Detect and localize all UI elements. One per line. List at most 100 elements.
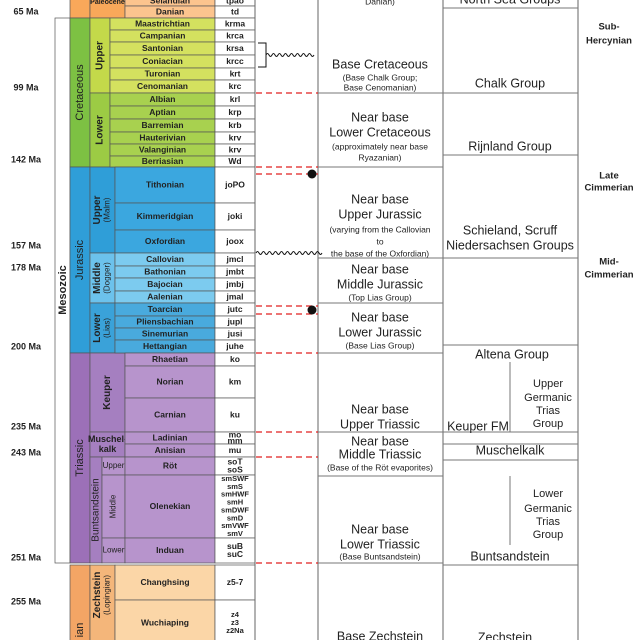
horizon-text: Near base bbox=[351, 434, 409, 448]
horizon-text: Base Zechstein bbox=[337, 629, 423, 640]
epoch-label: Lower bbox=[95, 115, 106, 145]
stage-code: krma bbox=[225, 18, 246, 28]
stage-name: Changhsing bbox=[140, 577, 189, 587]
subepoch-label: Lower bbox=[103, 546, 125, 555]
stage-name: Valanginian bbox=[139, 144, 186, 154]
tectonic-text: Hercynian bbox=[586, 36, 632, 47]
horizon-text: to bbox=[376, 236, 383, 246]
stage-code: krca bbox=[226, 30, 244, 40]
stage-name: Hettangian bbox=[143, 341, 187, 351]
group-text: Trias bbox=[536, 516, 561, 528]
stage-name: Bathonian bbox=[144, 266, 186, 276]
stage-code: joox bbox=[225, 236, 244, 246]
stage-code: smDWF bbox=[221, 505, 249, 514]
horizon-text: Base Cretaceous bbox=[332, 57, 428, 71]
horizon-text: (varying from the Callovian bbox=[329, 224, 430, 234]
epoch-label: (Lopingian) bbox=[103, 575, 112, 615]
stage-code: mu bbox=[229, 445, 242, 455]
stage-code: jusi bbox=[227, 328, 243, 338]
stage-code: smD bbox=[227, 513, 244, 522]
stage-name: Rhaetian bbox=[152, 354, 188, 364]
age-label: 178 Ma bbox=[11, 262, 42, 272]
group-text: Group bbox=[533, 529, 564, 541]
stage-code: krt bbox=[230, 68, 241, 78]
epoch-label: (Malm) bbox=[103, 197, 112, 222]
stage-name: Hauterivian bbox=[139, 132, 185, 142]
epoch-label: (Lias) bbox=[103, 318, 112, 338]
subepoch-label: Upper bbox=[103, 461, 125, 470]
epoch-cell bbox=[89, 564, 116, 640]
horizon-text: Lower Jurassic bbox=[338, 325, 421, 339]
horizon-text: (Base Chalk Group; bbox=[343, 72, 418, 82]
stage-name: Toarcian bbox=[148, 304, 183, 314]
unconformity bbox=[255, 251, 323, 255]
horizon-text: Base Cenomanian) bbox=[344, 82, 417, 92]
stage-name: Albian bbox=[150, 94, 176, 104]
stage-code: krcc bbox=[226, 56, 244, 66]
stage-name: Danian bbox=[156, 6, 184, 16]
age-label: 65 Ma bbox=[13, 6, 39, 16]
horizon-text: the base of the Oxfordian) bbox=[331, 248, 429, 258]
stage-name: Sinemurian bbox=[142, 328, 188, 338]
stage-name: Induan bbox=[156, 545, 184, 555]
epoch-label: Upper bbox=[92, 195, 103, 224]
stage-cell bbox=[124, 365, 216, 399]
stage-name: Barremian bbox=[141, 120, 183, 130]
period-label: Triassic bbox=[74, 439, 86, 477]
horizon-text: Near base bbox=[351, 522, 409, 536]
stage-name: Oxfordian bbox=[145, 236, 185, 246]
stage-code: ko bbox=[230, 354, 240, 364]
horizon-text: Near base bbox=[351, 110, 409, 124]
period-cell bbox=[69, 0, 91, 19]
group-text: Germanic bbox=[524, 392, 572, 404]
stage-name: Santonian bbox=[142, 43, 183, 53]
period-label: ian bbox=[74, 623, 86, 638]
stage-code: krb bbox=[228, 120, 241, 130]
group-text: Trias bbox=[536, 405, 561, 417]
group-text: Schieland, Scruff bbox=[463, 223, 558, 237]
stage-code: krp bbox=[228, 107, 241, 117]
stage-code: mo bbox=[229, 429, 242, 439]
stage-code: Wd bbox=[228, 156, 241, 166]
stage-code: jmcl bbox=[225, 254, 243, 264]
horizon-text: (Base Lias Group) bbox=[346, 340, 415, 350]
horizon-text: Lower Triassic bbox=[340, 537, 420, 551]
stage-name: Aptian bbox=[149, 107, 175, 117]
horizon-text: Upper Jurassic bbox=[338, 207, 421, 221]
group-text: Lower bbox=[533, 488, 563, 500]
epoch-label: Keuper bbox=[102, 375, 113, 410]
stage-name: Cenomanian bbox=[137, 81, 188, 91]
stage-code: smS bbox=[227, 482, 243, 491]
stage-cell bbox=[114, 599, 216, 640]
horizon-text: Middle Triassic bbox=[339, 447, 422, 461]
stage-code: smVWF bbox=[221, 521, 249, 530]
stage-code: td bbox=[231, 6, 239, 16]
epoch-label: (Dogger) bbox=[103, 262, 112, 294]
group-text: Altena Group bbox=[475, 347, 549, 361]
group-text: Buntsandstein bbox=[470, 549, 549, 563]
stage-name: Norian bbox=[157, 376, 184, 386]
horizon-text: Near base bbox=[351, 310, 409, 324]
stage-name: Olenekian bbox=[150, 501, 191, 511]
epoch-label: Lower bbox=[92, 313, 103, 343]
stage-code: joki bbox=[227, 211, 243, 221]
stage-code: suC bbox=[227, 549, 243, 559]
bracket bbox=[258, 42, 267, 68]
stage-code: z5-7 bbox=[227, 577, 244, 587]
group-text: Keuper FM bbox=[447, 419, 509, 433]
boundary-dot bbox=[307, 169, 317, 179]
stage-name: Aalenian bbox=[147, 291, 182, 301]
stage-name: Campanian bbox=[140, 30, 186, 40]
stage-name: Tithonian bbox=[146, 179, 184, 189]
stage-code: krc bbox=[229, 81, 242, 91]
age-label: 243 Ma bbox=[11, 447, 42, 457]
stage-code: soS bbox=[227, 464, 243, 474]
stage-name: Pliensbachian bbox=[136, 316, 193, 326]
epoch-cell bbox=[89, 352, 126, 433]
stage-name: Kimmeridgian bbox=[137, 211, 194, 221]
tectonic-text: Late bbox=[599, 171, 619, 182]
epoch-label: Muschel- bbox=[88, 434, 127, 444]
stage-name: Röt bbox=[163, 460, 177, 470]
epoch-label: Zechstein bbox=[92, 572, 103, 619]
age-label: 235 Ma bbox=[11, 421, 42, 431]
